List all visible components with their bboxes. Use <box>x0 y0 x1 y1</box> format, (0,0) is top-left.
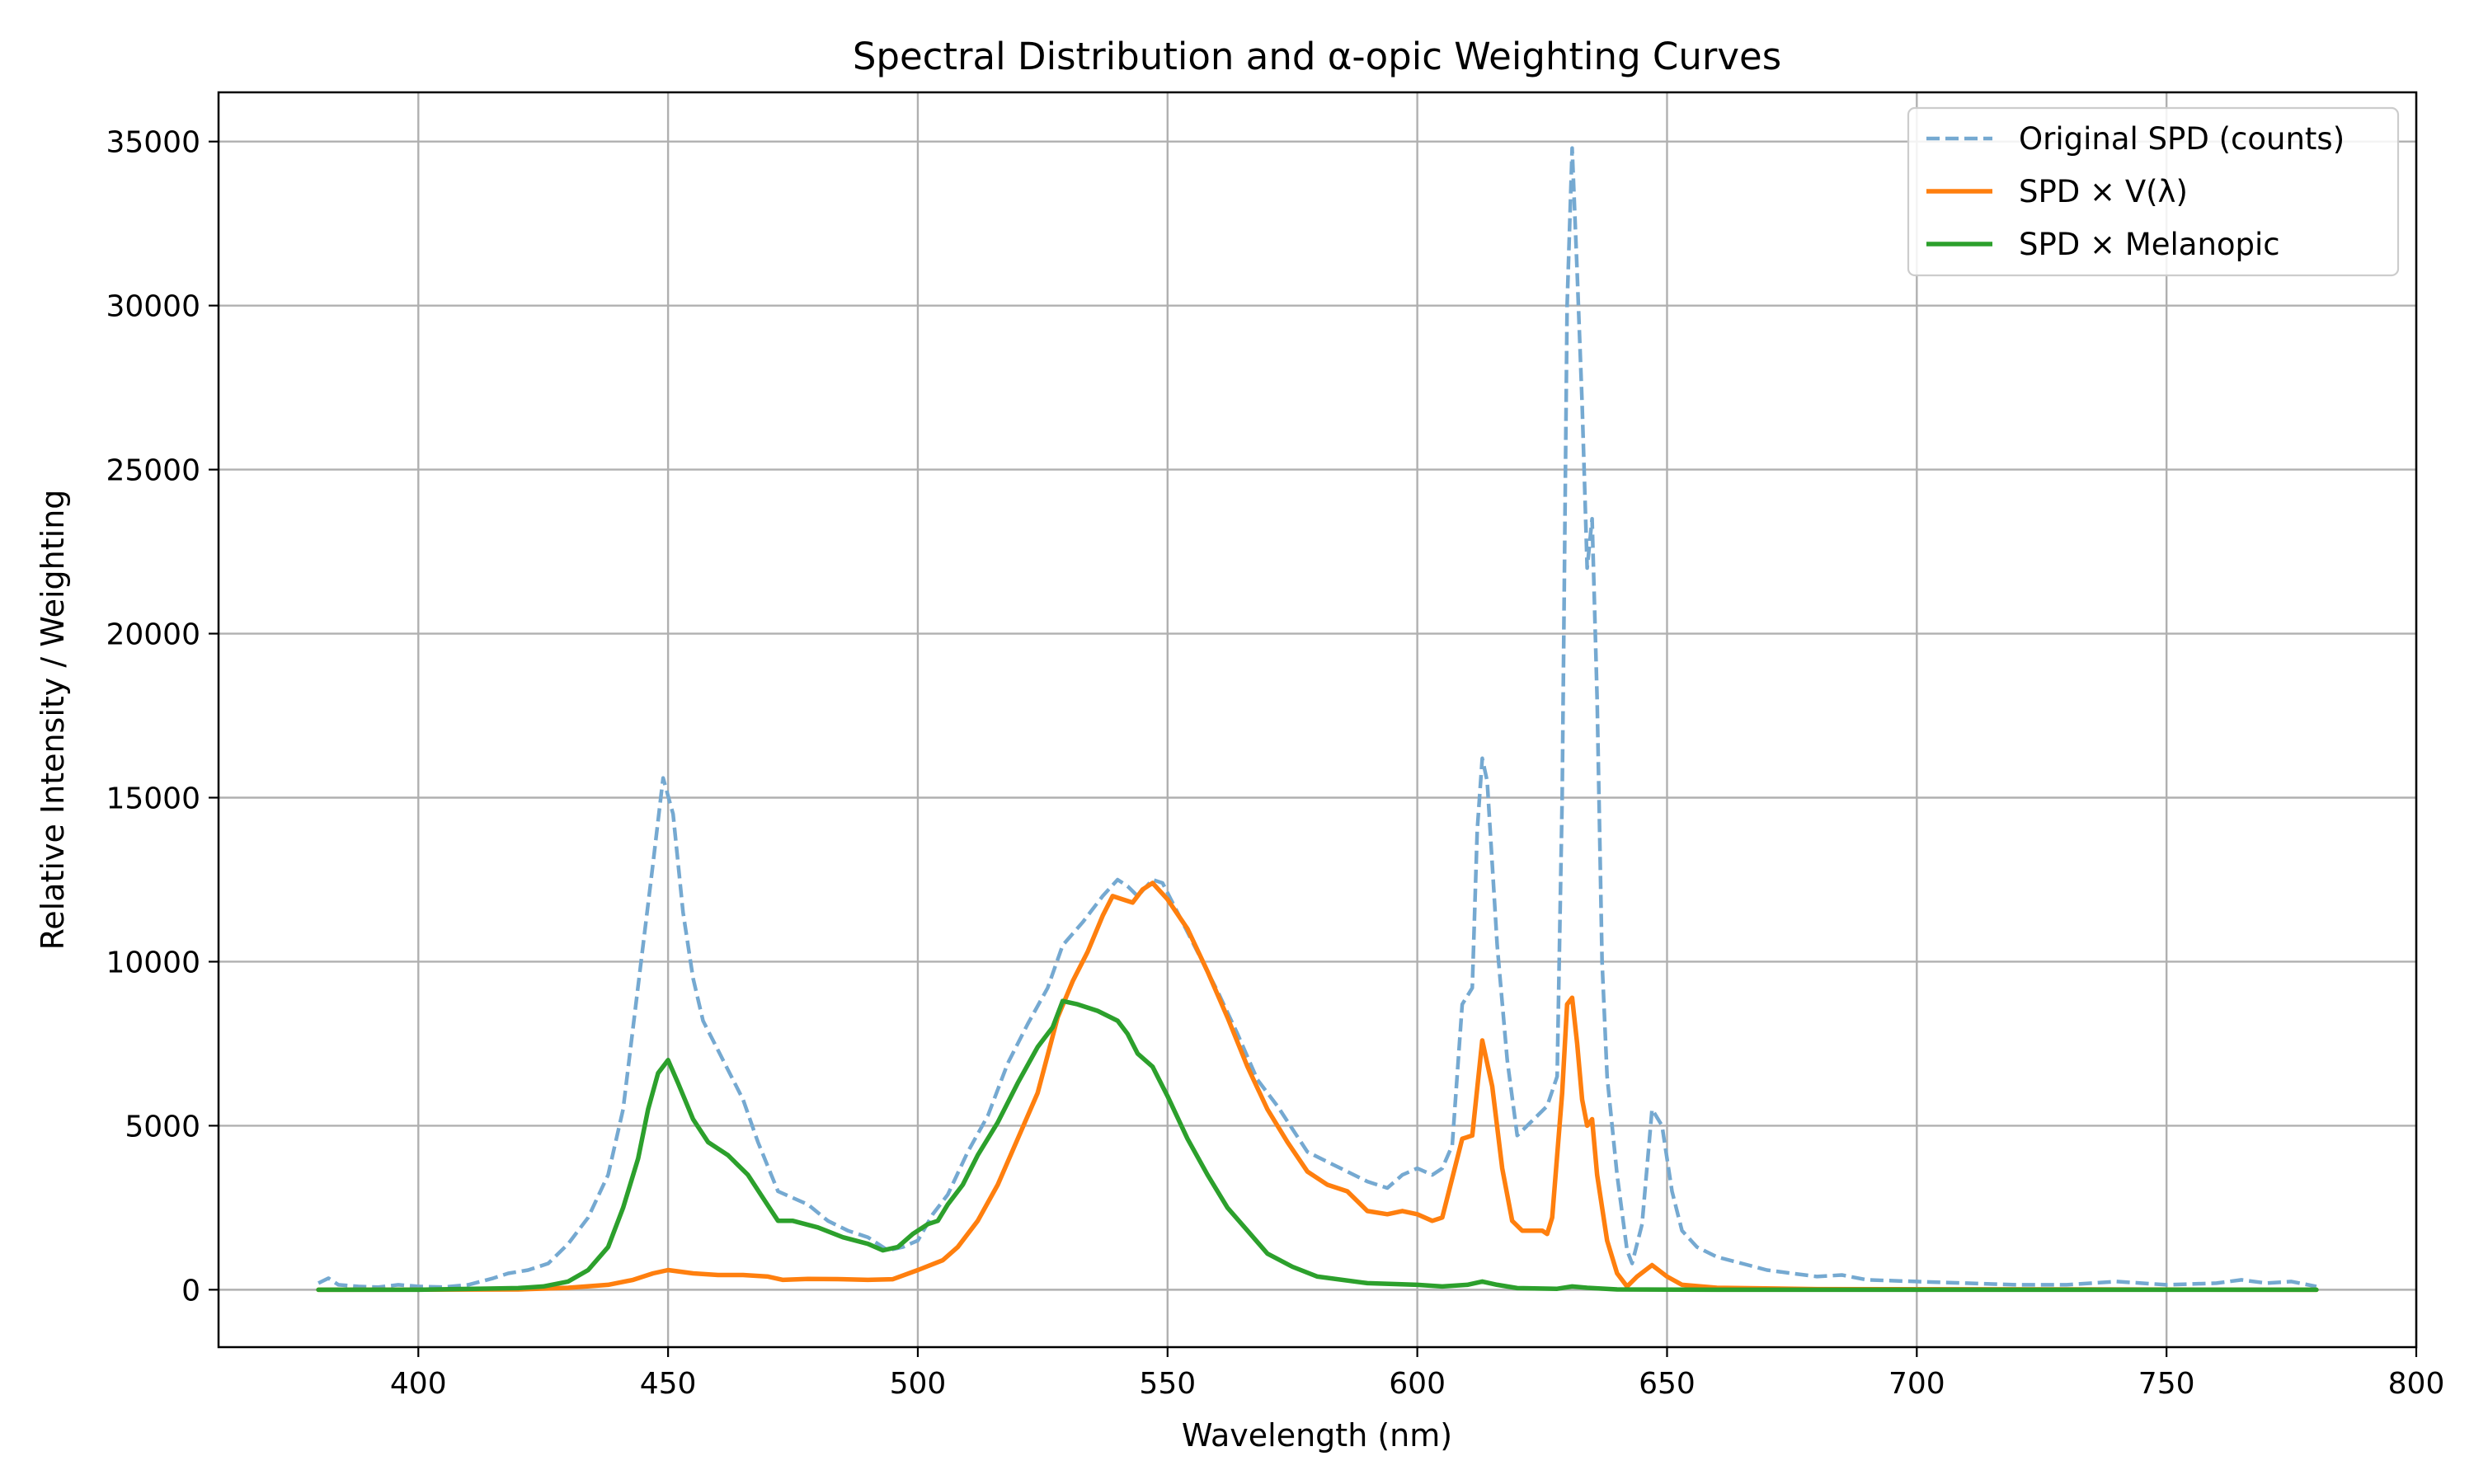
y-tick-label: 15000 <box>106 782 200 816</box>
x-axis: 400 450 500 550 600 650 700 750 800 <box>390 1347 2444 1401</box>
series-line-spd-melanopic <box>316 998 2319 1293</box>
x-tick-label: 800 <box>2388 1367 2445 1401</box>
x-axis-label: Wavelength (nm) <box>1182 1417 1452 1453</box>
y-tick-label: 35000 <box>106 126 200 160</box>
chart-title: Spectral Distribution and α-opic Weighti… <box>853 35 1781 78</box>
x-tick-label: 750 <box>2138 1367 2195 1401</box>
plot-frame <box>217 91 2418 1349</box>
x-tick-label: 450 <box>640 1367 697 1401</box>
y-tick-label: 10000 <box>106 946 200 979</box>
series-line-spd-v <box>316 881 2319 1293</box>
y-tick-label: 20000 <box>106 618 200 652</box>
y-tick-label: 5000 <box>125 1110 200 1144</box>
x-tick-label: 550 <box>1139 1367 1196 1401</box>
y-axis-label: Relative Intensity / Weighting <box>35 490 71 951</box>
legend-label-spd-v-lambda: SPD × V(λ) <box>2019 174 2188 209</box>
series-layer <box>316 146 2319 1293</box>
y-tick-label: 30000 <box>106 290 200 324</box>
x-tick-label: 700 <box>1888 1367 1945 1401</box>
legend: Original SPD (counts) SPD × V(λ) SPD × M… <box>1907 106 2400 277</box>
x-tick-label: 500 <box>890 1367 947 1401</box>
legend-label-spd-melanopic: SPD × Melanopic <box>2019 227 2280 262</box>
legend-label-original-spd: Original SPD (counts) <box>2019 121 2345 157</box>
x-tick-label: 400 <box>390 1367 447 1401</box>
y-tick-label: 25000 <box>106 454 200 488</box>
x-tick-label: 650 <box>1639 1367 1696 1401</box>
x-tick-label: 600 <box>1389 1367 1446 1401</box>
y-axis: 0 5000 10000 15000 20000 25000 30000 35000 <box>106 126 219 1308</box>
y-tick-label: 0 <box>181 1274 200 1308</box>
series-line-original-spd-counts <box>317 146 2317 1289</box>
legend-frame <box>1907 106 2400 277</box>
